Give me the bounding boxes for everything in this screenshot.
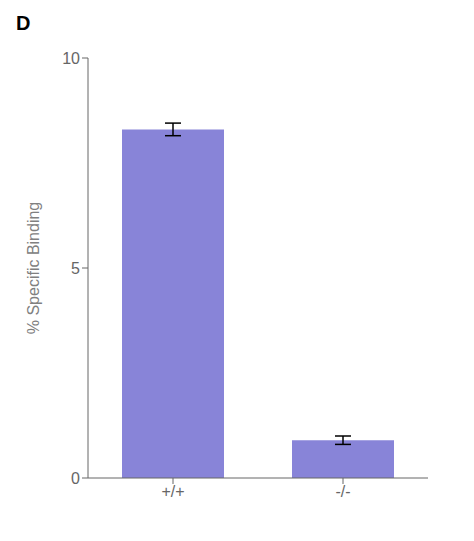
svg-text:0: 0 bbox=[71, 470, 80, 487]
svg-text:5: 5 bbox=[71, 260, 80, 277]
svg-text:-/-: -/- bbox=[335, 483, 350, 500]
svg-text:% Specific Binding: % Specific Binding bbox=[25, 202, 42, 335]
svg-text:10: 10 bbox=[62, 50, 80, 67]
html-text:D: D bbox=[16, 12, 31, 34]
svg-text:+/+: +/+ bbox=[161, 483, 184, 500]
